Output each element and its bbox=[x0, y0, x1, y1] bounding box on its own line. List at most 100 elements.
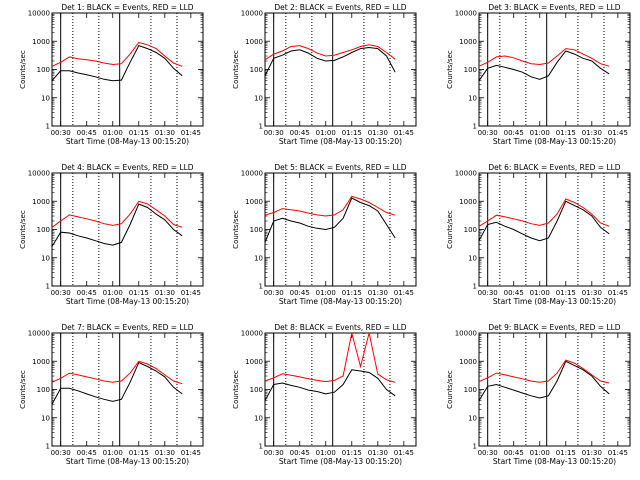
det-3-xtick-label: 01:30 bbox=[582, 129, 602, 137]
det-4-chart: Det 4: BLACK = Events, RED = LLD 1 10 100 10… bbox=[19, 163, 204, 306]
det-3-xtick-label: 01:45 bbox=[608, 129, 628, 137]
det-3-ytick-label: 100 bbox=[464, 66, 477, 74]
det-9-ytick-label: 10 bbox=[468, 414, 477, 422]
det-4-ytick-label: 100 bbox=[37, 226, 50, 234]
det-5-ylabel: Counts/sec bbox=[232, 210, 240, 249]
det-1-ytick-label: 100 bbox=[37, 66, 50, 74]
det-2-ytick-label: 1 bbox=[259, 123, 263, 131]
det-6-ytick-label: 1000 bbox=[459, 198, 477, 206]
det-4-title: Det 4: BLACK = Events, RED = LLD bbox=[61, 163, 193, 172]
det-6-xtick-label: 01:45 bbox=[608, 289, 628, 297]
det-3-ytick-label: 1 bbox=[473, 123, 477, 131]
det-4-ytick-label: 10 bbox=[41, 254, 50, 262]
det-6-xtick-label: 01:00 bbox=[530, 289, 550, 297]
det-9-xtick-label: 01:15 bbox=[556, 449, 576, 457]
det-1-xtick-label: 01:15 bbox=[129, 129, 149, 137]
det-7-ytick-label: 100 bbox=[37, 386, 50, 394]
det-5-ytick-label: 1000 bbox=[245, 198, 263, 206]
det-8-xtick-label: 01:15 bbox=[342, 449, 362, 457]
det-1-xtick-label: 00:45 bbox=[77, 129, 97, 137]
det-2-xtick-label: 00:30 bbox=[264, 129, 284, 137]
det-8-xtick-label: 01:30 bbox=[368, 449, 388, 457]
det-9-ytick-label: 100 bbox=[464, 386, 477, 394]
det-1-ytick-label: 1000 bbox=[32, 38, 50, 46]
det-1-ylabel: Counts/sec bbox=[19, 50, 27, 89]
det-9-series-events bbox=[478, 360, 610, 401]
det-5-series-lld bbox=[264, 195, 396, 217]
det-3-series-events bbox=[478, 50, 610, 81]
det-2-title: Det 2: BLACK = Events, RED = LLD bbox=[274, 3, 406, 12]
det-6-ylabel: Counts/sec bbox=[446, 210, 454, 249]
det-8-ytick-label: 10000 bbox=[241, 330, 263, 338]
det-1-xtick-label: 00:30 bbox=[51, 129, 71, 137]
det-8-xtick-label: 00:45 bbox=[290, 449, 310, 457]
det-7-chart: Det 7: BLACK = Events, RED = LLD 1 10 100 10… bbox=[19, 323, 204, 466]
det-4-xtick-label: 01:30 bbox=[155, 289, 175, 297]
det-3-xtick-label: 00:30 bbox=[478, 129, 498, 137]
det-6-ytick-label: 10 bbox=[468, 254, 477, 262]
det-3-frame bbox=[478, 12, 631, 127]
det-6-series-events bbox=[478, 200, 610, 242]
det-9-xtick-label: 00:45 bbox=[504, 449, 524, 457]
det-5-xtick-label: 00:30 bbox=[264, 289, 284, 297]
det-4-xtick-label: 01:00 bbox=[103, 289, 123, 297]
det-8-ytick-label: 1000 bbox=[245, 358, 263, 366]
det-4-ytick-label: 10000 bbox=[28, 170, 50, 178]
det-5-ytick-label: 1 bbox=[259, 283, 263, 291]
det-1-title: Det 1: BLACK = Events, RED = LLD bbox=[61, 3, 193, 12]
det-9-chart: Det 9: BLACK = Events, RED = LLD 1 10 100 10… bbox=[446, 323, 631, 466]
det-5-xtick-label: 00:45 bbox=[290, 289, 310, 297]
det-1-ytick-label: 10 bbox=[41, 94, 50, 102]
det-3-ylabel: Counts/sec bbox=[446, 50, 454, 89]
det-6-frame bbox=[478, 172, 631, 287]
det-6-xtick-label: 01:15 bbox=[556, 289, 576, 297]
det-1-frame bbox=[51, 12, 204, 127]
det-2-series-lld bbox=[264, 44, 396, 61]
det-2-xtick-label: 01:00 bbox=[316, 129, 336, 137]
det-5-ytick-label: 10 bbox=[254, 254, 263, 262]
det-9-ylabel: Counts/sec bbox=[446, 370, 454, 409]
det-9-xtick-label: 01:30 bbox=[582, 449, 602, 457]
det-5-frame bbox=[264, 172, 417, 287]
det-2-xtick-label: 01:15 bbox=[342, 129, 362, 137]
det-2-xlabel: Start Time (08-May-13 00:15:20) bbox=[279, 137, 402, 146]
det-7-series-lld bbox=[51, 360, 183, 385]
det-5-xlabel: Start Time (08-May-13 00:15:20) bbox=[279, 297, 402, 306]
det-7-ytick-label: 1000 bbox=[32, 358, 50, 366]
det-7-xtick-label: 01:00 bbox=[103, 449, 123, 457]
det-2-ytick-label: 1000 bbox=[245, 38, 263, 46]
det-8-series-lld bbox=[264, 332, 396, 383]
det-8-xtick-label: 00:30 bbox=[264, 449, 284, 457]
det-3-xlabel: Start Time (08-May-13 00:15:20) bbox=[493, 137, 616, 146]
det-5-xtick-label: 01:15 bbox=[342, 289, 362, 297]
det-7-xlabel: Start Time (08-May-13 00:15:20) bbox=[66, 457, 189, 466]
det-7-title: Det 7: BLACK = Events, RED = LLD bbox=[61, 323, 193, 332]
det-2-ytick-label: 10 bbox=[254, 94, 263, 102]
det-5-ytick-label: 10000 bbox=[241, 170, 263, 178]
det-7-xtick-label: 00:30 bbox=[51, 449, 71, 457]
det-8-xtick-label: 01:45 bbox=[394, 449, 414, 457]
det-4-series-lld bbox=[51, 200, 183, 228]
det-8-xlabel: Start Time (08-May-13 00:15:20) bbox=[279, 457, 402, 466]
det-7-xtick-label: 01:45 bbox=[181, 449, 201, 457]
det-9-series-lld bbox=[478, 359, 610, 384]
det-5-series-events bbox=[264, 197, 396, 243]
det-6-title: Det 6: BLACK = Events, RED = LLD bbox=[488, 163, 620, 172]
det-9-ytick-label: 1 bbox=[473, 443, 477, 451]
det-8-ytick-label: 100 bbox=[250, 386, 263, 394]
det-7-xtick-label: 01:30 bbox=[155, 449, 175, 457]
det-4-ylabel: Counts/sec bbox=[19, 210, 27, 249]
det-1-series-lld bbox=[51, 41, 183, 67]
det-2-xtick-label: 00:45 bbox=[290, 129, 310, 137]
det-4-ytick-label: 1 bbox=[46, 283, 50, 291]
det-7-ytick-label: 10000 bbox=[28, 330, 50, 338]
det-2-xtick-label: 01:30 bbox=[368, 129, 388, 137]
det-7-ylabel: Counts/sec bbox=[19, 370, 27, 409]
det-3-ytick-label: 10000 bbox=[455, 10, 477, 18]
det-7-xtick-label: 00:45 bbox=[77, 449, 97, 457]
det-1-xtick-label: 01:45 bbox=[181, 129, 201, 137]
det-1-xlabel: Start Time (08-May-13 00:15:20) bbox=[66, 137, 189, 146]
det-2-ylabel: Counts/sec bbox=[232, 50, 240, 89]
det-3-series-lld bbox=[478, 48, 610, 67]
